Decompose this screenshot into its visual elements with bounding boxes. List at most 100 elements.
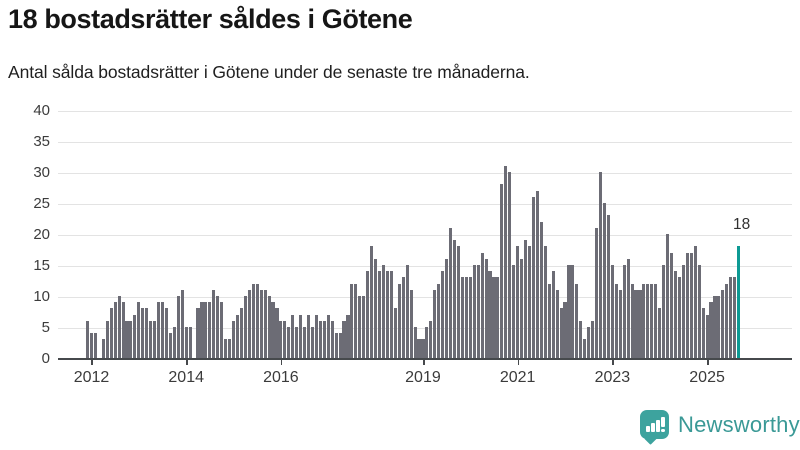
bar (441, 271, 445, 358)
bar (697, 265, 701, 358)
bar (405, 265, 409, 358)
bar (535, 190, 539, 358)
y-axis-tick-label: 25 (33, 195, 50, 212)
bar (598, 172, 603, 358)
bar (452, 240, 457, 358)
bar (551, 271, 555, 358)
bar (733, 277, 737, 358)
bar (409, 289, 413, 358)
bar (429, 320, 433, 358)
bar (484, 258, 488, 358)
x-axis-line (58, 358, 792, 360)
x-axis-tick-label: 2014 (168, 369, 204, 386)
bar (200, 302, 204, 358)
bar (291, 314, 295, 358)
bar (673, 271, 678, 358)
latest-value-label: 18 (733, 216, 751, 234)
gridline (58, 327, 792, 329)
bar (137, 302, 141, 358)
bar (595, 227, 599, 358)
bar (204, 302, 208, 358)
newsworthy-wordmark: Newsworthy (678, 411, 800, 437)
bar (437, 283, 441, 358)
bar (164, 308, 168, 358)
bar (508, 172, 512, 358)
bar (677, 277, 681, 358)
gridline (58, 296, 792, 298)
x-axis-tick-label: 2019 (405, 369, 441, 386)
bar (547, 283, 551, 358)
gridline (58, 203, 792, 205)
bar (362, 296, 366, 358)
gridline (58, 110, 792, 112)
bar (713, 296, 717, 358)
bar (445, 258, 449, 358)
x-axis-tick (707, 360, 709, 365)
bar (571, 265, 575, 358)
bar (318, 320, 322, 358)
bar (306, 314, 311, 358)
bar (153, 320, 157, 358)
bar (172, 327, 176, 358)
x-axis-tick (186, 360, 188, 365)
bar (255, 283, 259, 358)
bar (86, 320, 90, 358)
bar (717, 296, 721, 358)
bar (524, 240, 528, 358)
bar (413, 327, 417, 358)
gridline (58, 234, 792, 236)
bar (681, 265, 685, 358)
bar (196, 308, 200, 358)
bar (539, 221, 543, 358)
bar (662, 265, 666, 358)
bar (460, 277, 464, 358)
y-axis-tick-label: 0 (41, 350, 50, 367)
bar (397, 283, 401, 358)
y-axis-tick-label: 10 (33, 288, 50, 305)
bar (101, 339, 105, 358)
bar (188, 327, 192, 358)
x-axis-tick-label: 2023 (594, 369, 631, 386)
bar (358, 296, 362, 358)
bar (184, 327, 188, 358)
bar (232, 320, 236, 358)
chart-title: 18 bostadsrätter såldes i Götene (8, 4, 413, 34)
bar (433, 289, 437, 358)
bar (456, 246, 461, 358)
bar (591, 320, 595, 358)
bar (133, 314, 137, 358)
bar (346, 314, 350, 358)
bar (121, 302, 125, 358)
bar (216, 296, 220, 358)
x-axis-tick (280, 360, 283, 365)
bar (650, 283, 654, 358)
bar (464, 277, 468, 358)
bar (425, 327, 429, 358)
bar (559, 308, 563, 358)
bar (93, 333, 97, 358)
bar (235, 314, 240, 358)
bar (350, 283, 354, 358)
bar (334, 333, 338, 358)
bar (176, 296, 180, 358)
bar (583, 339, 587, 358)
bar (239, 308, 243, 358)
bar (160, 302, 165, 358)
bar (666, 234, 670, 358)
bar (492, 277, 496, 358)
bar (208, 302, 212, 358)
bar (247, 289, 251, 358)
bar (279, 320, 283, 358)
bar (220, 302, 224, 358)
bar (157, 302, 161, 358)
bar (606, 215, 610, 358)
bar (531, 196, 535, 358)
bar (630, 283, 634, 358)
bar (626, 258, 630, 358)
bar (314, 314, 318, 358)
bar (141, 308, 145, 358)
bar (634, 289, 638, 358)
bar (468, 277, 472, 358)
chart-subtitle: Antal sålda bostadsrätter i Götene under… (8, 62, 530, 82)
